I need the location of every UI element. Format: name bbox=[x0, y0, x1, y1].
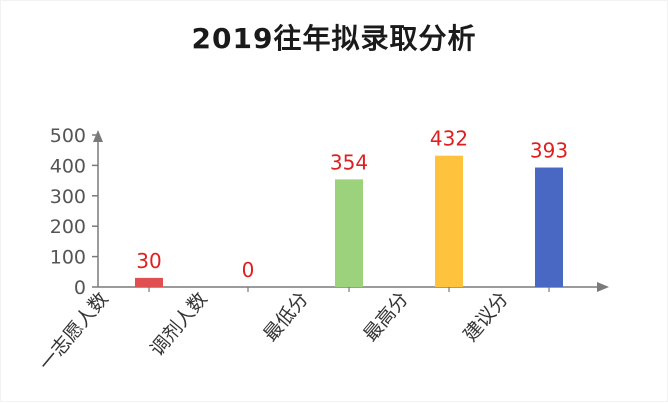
data-label: 393 bbox=[530, 139, 568, 163]
bar bbox=[535, 167, 563, 287]
x-tick-label: 最高分 bbox=[359, 288, 413, 346]
y-tick-label: 500 bbox=[50, 125, 86, 147]
x-tick-label: 一志愿人数 bbox=[35, 288, 113, 375]
y-axis-arrow-icon bbox=[93, 130, 103, 142]
x-tick-label: 最低分 bbox=[259, 288, 313, 346]
y-tick-label: 0 bbox=[74, 277, 86, 299]
x-axis-arrow-icon bbox=[597, 282, 609, 292]
y-tick-label: 100 bbox=[50, 247, 86, 269]
data-label: 354 bbox=[330, 150, 368, 174]
bar bbox=[135, 277, 163, 287]
data-label: 30 bbox=[136, 249, 161, 273]
x-tick-label: 建议分 bbox=[459, 288, 513, 346]
data-label: 432 bbox=[430, 127, 468, 151]
y-tick-label: 300 bbox=[50, 186, 86, 208]
chart-title: 2019往年拟录取分析 bbox=[191, 22, 477, 55]
data-label: 0 bbox=[242, 258, 255, 282]
y-tick-label: 200 bbox=[50, 216, 86, 238]
y-tick-label: 400 bbox=[50, 155, 86, 177]
x-tick-label: 调剂人数 bbox=[146, 288, 212, 360]
bar bbox=[335, 179, 363, 287]
bar bbox=[435, 155, 463, 287]
